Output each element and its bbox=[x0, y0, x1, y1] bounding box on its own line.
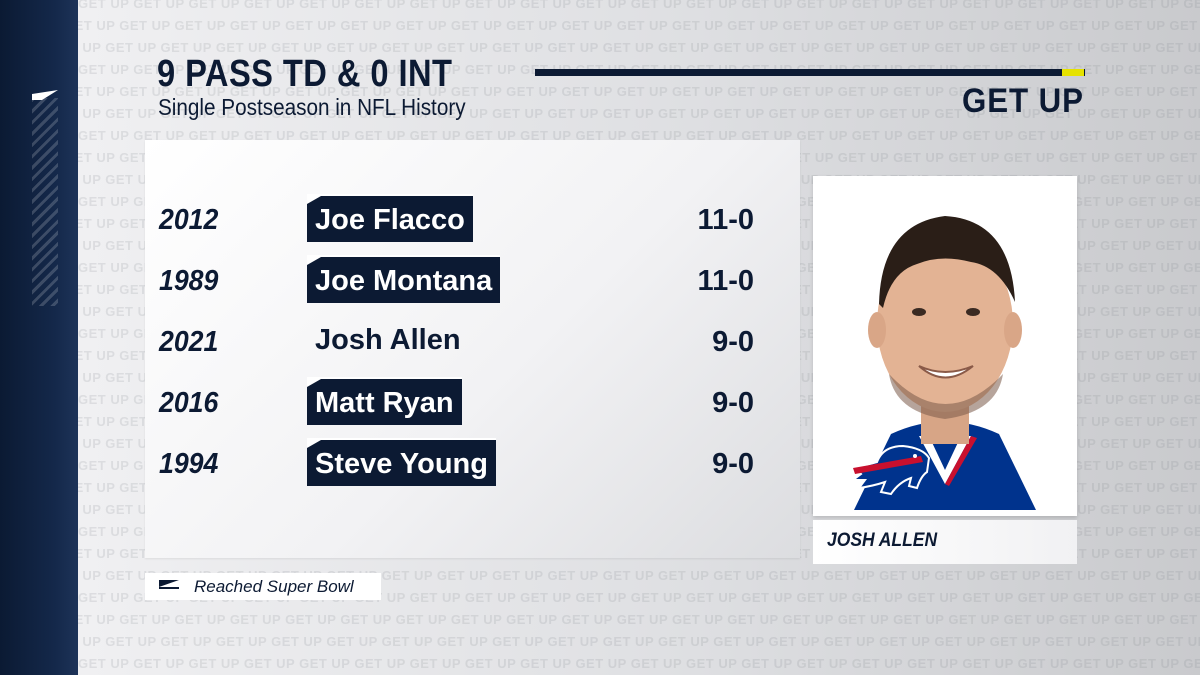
row-player-name-text: Joe Flacco bbox=[315, 204, 465, 236]
table-row: 2012 Joe Flacco 11-0 bbox=[145, 194, 800, 244]
legend: Reached Super Bowl bbox=[145, 573, 381, 600]
table-row: 2021 Josh Allen 9-0 bbox=[145, 316, 800, 366]
player-name-plate: JOSH ALLEN bbox=[813, 520, 1077, 564]
row-player-name: Steve Young bbox=[307, 438, 496, 486]
graphic-title: 9 PASS TD & 0 INT bbox=[157, 53, 453, 95]
title-accent-mark bbox=[1062, 69, 1084, 76]
background-text-row: GET UP GET UP GET UP GET UP GET UP GET U… bbox=[78, 18, 1200, 33]
table-row: 2016 Matt Ryan 9-0 bbox=[145, 377, 800, 427]
table-row: 1989 Joe Montana 11-0 bbox=[145, 255, 800, 305]
super-bowl-pennant-icon bbox=[307, 257, 321, 265]
legend-label: Reached Super Bowl bbox=[194, 577, 354, 596]
player-photo-frame bbox=[813, 176, 1077, 516]
super-bowl-pennant-icon bbox=[307, 440, 321, 448]
rankings-table: 2012 Joe Flacco 11-0 1989 Joe Montana 11-0 202… bbox=[145, 140, 800, 558]
row-year: 2012 bbox=[159, 204, 219, 236]
row-player-name-text: Josh Allen bbox=[315, 324, 461, 356]
pennant-icon bbox=[32, 90, 58, 100]
background-text-row: GET UP GET UP GET UP GET UP GET UP GET U… bbox=[78, 612, 1200, 627]
title-divider-line bbox=[535, 69, 1085, 76]
row-player-name: Joe Montana bbox=[307, 255, 501, 303]
row-player-name: Matt Ryan bbox=[307, 377, 462, 425]
super-bowl-pennant-icon bbox=[159, 580, 179, 587]
super-bowl-pennant-icon bbox=[307, 379, 321, 387]
row-year: 2021 bbox=[159, 326, 219, 358]
featured-player-name: JOSH ALLEN bbox=[827, 530, 938, 551]
background-text-row: GET UP GET UP GET UP GET UP GET UP GET U… bbox=[78, 634, 1200, 649]
row-record: 9-0 bbox=[712, 326, 754, 358]
row-record: 9-0 bbox=[712, 448, 754, 480]
background-text-row: GET UP GET UP GET UP GET UP GET UP GET U… bbox=[78, 106, 1200, 121]
row-year: 1989 bbox=[159, 265, 219, 297]
get-up-logo: GET UP bbox=[962, 82, 1084, 120]
background-text-row: GET UP GET UP GET UP GET UP GET UP GET U… bbox=[78, 0, 1200, 11]
row-year: 2016 bbox=[159, 387, 219, 419]
row-player-name-text: Steve Young bbox=[315, 448, 488, 480]
super-bowl-pennant-icon bbox=[307, 196, 321, 204]
row-record: 11-0 bbox=[697, 204, 754, 236]
left-stripes bbox=[32, 98, 58, 306]
player-photo bbox=[821, 184, 1069, 510]
background-text-row: GET UP GET UP GET UP GET UP GET UP GET U… bbox=[78, 84, 1200, 99]
row-player-name-text: Joe Montana bbox=[315, 265, 493, 297]
background-text-row: GET UP GET UP GET UP GET UP GET UP GET U… bbox=[78, 656, 1200, 671]
row-record: 11-0 bbox=[697, 265, 754, 297]
row-record: 9-0 bbox=[712, 387, 754, 419]
left-sidebar-bar bbox=[0, 0, 78, 675]
background-text-row: GET UP GET UP GET UP GET UP GET UP GET U… bbox=[78, 128, 1200, 143]
row-year: 1994 bbox=[159, 448, 219, 480]
row-player-name-text: Matt Ryan bbox=[315, 387, 454, 419]
table-row: 1994 Steve Young 9-0 bbox=[145, 438, 800, 488]
legend-pennant-base bbox=[159, 587, 179, 589]
row-player-name: Joe Flacco bbox=[307, 194, 473, 242]
graphic-subtitle: Single Postseason in NFL History bbox=[158, 94, 466, 120]
background-text-row: GET UP GET UP GET UP GET UP GET UP GET U… bbox=[78, 40, 1200, 55]
row-player-name: Josh Allen bbox=[307, 316, 469, 364]
buffalo-bills-logo-icon bbox=[851, 444, 931, 496]
